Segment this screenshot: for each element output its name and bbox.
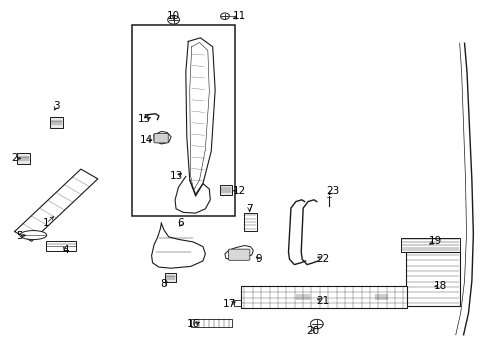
Bar [405,252,459,306]
Text: 15: 15 [137,114,151,124]
FancyBboxPatch shape [228,249,249,260]
Bar [243,213,257,231]
Bar [240,286,406,308]
Text: 17: 17 [223,299,236,309]
Text: 22: 22 [315,254,329,264]
Text: 5: 5 [16,231,23,241]
Text: 6: 6 [177,218,184,228]
Bar [190,319,232,327]
Text: 18: 18 [432,281,446,291]
Text: 12: 12 [232,186,246,196]
Bar [132,25,234,216]
Text: 2: 2 [11,153,18,163]
Text: 7: 7 [245,204,252,214]
Bar [400,238,459,252]
Text: 20: 20 [306,326,319,336]
Text: 16: 16 [186,319,200,329]
Ellipse shape [20,231,47,240]
Text: 8: 8 [160,279,167,289]
Text: 19: 19 [427,236,441,246]
Text: 11: 11 [232,11,246,21]
Text: 3: 3 [53,101,60,111]
Bar [220,185,231,195]
Bar [50,117,62,128]
Bar [46,241,76,251]
Text: 13: 13 [169,171,183,181]
Bar [233,300,272,306]
Bar [373,291,388,303]
Bar [164,273,175,282]
Text: 9: 9 [255,254,262,264]
Text: 23: 23 [325,186,339,196]
Text: 14: 14 [140,135,153,145]
FancyBboxPatch shape [154,134,168,143]
Bar [295,291,310,303]
Text: 1: 1 [43,218,50,228]
Text: 10: 10 [167,11,180,21]
Bar [17,153,30,164]
Text: 21: 21 [315,296,329,306]
Text: 4: 4 [62,245,69,255]
